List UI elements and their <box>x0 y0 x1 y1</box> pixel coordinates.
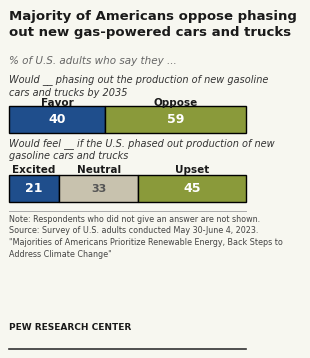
Text: Would feel __ if the U.S. phased out production of new
gasoline cars and trucks: Would feel __ if the U.S. phased out pro… <box>9 138 275 161</box>
Text: Upset: Upset <box>175 165 210 175</box>
Text: 59: 59 <box>167 113 184 126</box>
FancyBboxPatch shape <box>138 175 246 202</box>
Text: 45: 45 <box>184 182 201 195</box>
Text: Excited: Excited <box>12 165 56 175</box>
Text: Note: Respondents who did not give an answer are not shown.
Source: Survey of U.: Note: Respondents who did not give an an… <box>9 214 283 259</box>
Text: Majority of Americans oppose phasing
out new gas-powered cars and trucks: Majority of Americans oppose phasing out… <box>9 10 297 39</box>
Text: Neutral: Neutral <box>77 165 121 175</box>
Text: Would __ phasing out the production of new gasoline
cars and trucks by 2035: Would __ phasing out the production of n… <box>9 74 268 97</box>
Text: Oppose: Oppose <box>153 98 198 108</box>
FancyBboxPatch shape <box>9 175 59 202</box>
Text: % of U.S. adults who say they ...: % of U.S. adults who say they ... <box>9 57 177 67</box>
Text: PEW RESEARCH CENTER: PEW RESEARCH CENTER <box>9 324 131 333</box>
FancyBboxPatch shape <box>59 175 138 202</box>
FancyBboxPatch shape <box>9 106 105 133</box>
FancyBboxPatch shape <box>105 106 246 133</box>
Text: 40: 40 <box>48 113 66 126</box>
Text: Favor: Favor <box>41 98 73 108</box>
Text: 21: 21 <box>25 182 43 195</box>
Text: 33: 33 <box>91 184 106 194</box>
